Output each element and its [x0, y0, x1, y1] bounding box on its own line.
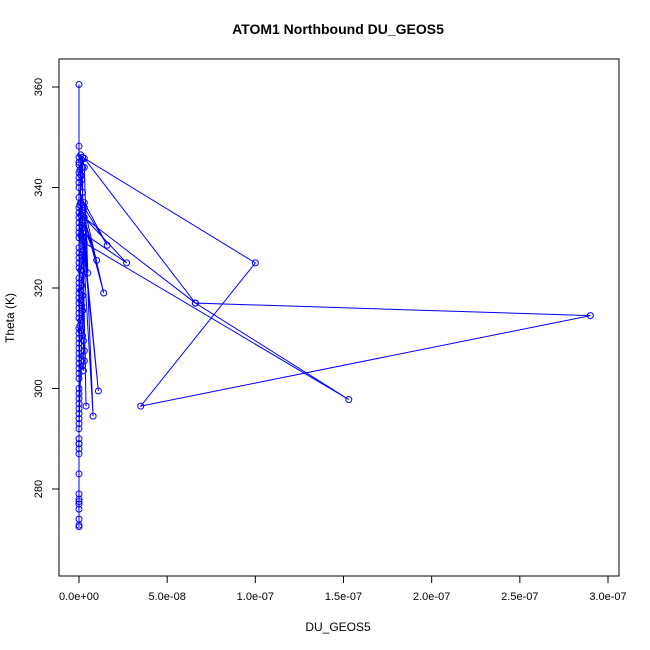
data-point [75, 385, 83, 392]
data-point [79, 224, 87, 232]
data-point [82, 402, 90, 410]
data-point [80, 163, 88, 171]
data-point [75, 415, 83, 423]
x-axis-label: DU_GEOS5 [305, 620, 371, 634]
x-axis: 0.0e+00 5.0e-08 1.0e-07 1.5e-07 2.0e-07 2.5e-… [59, 575, 627, 603]
data-point [75, 523, 83, 531]
x-tick-label: 1.0e-07 [237, 591, 274, 603]
x-tick-label: 2.0e-07 [413, 591, 450, 603]
plot-frame [58, 58, 620, 577]
data-point [75, 390, 83, 398]
data-point [78, 176, 86, 184]
data-point [75, 450, 83, 458]
y-tick-label: 360 [33, 78, 45, 96]
x-tick-label: 1.5e-07 [325, 591, 362, 603]
data-point [75, 498, 83, 506]
data-point [80, 214, 88, 222]
data-point [77, 171, 85, 179]
data-point [79, 362, 87, 370]
data-point [75, 142, 83, 150]
data-point [94, 387, 102, 395]
x-tick-label: 5.0e-08 [149, 591, 186, 603]
data-point [75, 420, 83, 428]
series-layer [75, 80, 594, 531]
data-point [75, 184, 83, 191]
data-point [79, 367, 87, 375]
data-point [75, 374, 83, 382]
data-point [76, 322, 84, 330]
data-point [75, 470, 83, 478]
data-point [79, 256, 87, 264]
data-point [78, 281, 86, 289]
y-tick-label: 320 [33, 279, 45, 297]
data-point [80, 154, 88, 162]
data-point [77, 297, 85, 305]
data-point [251, 259, 259, 267]
data-point [191, 299, 199, 307]
y-tick-label: 340 [33, 178, 45, 196]
data-point [103, 241, 111, 249]
y-axis: 280 300 320 340 360 [33, 78, 60, 498]
data-point [79, 307, 87, 315]
data-point [77, 317, 85, 325]
data-point [75, 495, 83, 503]
data-point [75, 410, 83, 418]
data-point [75, 500, 83, 508]
data-point [75, 400, 83, 408]
data-point [79, 337, 87, 345]
data-point [78, 302, 86, 310]
data-point [93, 256, 101, 264]
x-tick-label: 3.0e-07 [589, 591, 626, 603]
y-axis-label: Theta (K) [3, 293, 17, 343]
data-point [75, 425, 83, 433]
data-point [586, 312, 594, 320]
y-tick-label: 300 [33, 379, 45, 397]
series-line [78, 84, 591, 449]
x-tick-label: 2.5e-07 [501, 591, 538, 603]
data-point [100, 289, 108, 297]
data-point [75, 395, 83, 403]
data-point [345, 396, 353, 404]
chart-title: ATOM1 Northbound DU_GEOS5 [232, 21, 444, 37]
data-point [75, 440, 83, 448]
data-point [80, 204, 88, 212]
data-point [75, 490, 83, 498]
data-point [79, 332, 87, 340]
y-tick-label: 280 [33, 480, 45, 498]
data-point [123, 259, 131, 267]
data-point [84, 269, 92, 277]
data-point [80, 239, 88, 247]
data-point [75, 405, 83, 413]
data-point [89, 412, 97, 420]
data-point [80, 199, 88, 207]
data-point [137, 402, 145, 410]
data-point [78, 251, 86, 259]
x-tick-label: 0.0e+00 [59, 591, 99, 603]
data-point [79, 189, 87, 197]
data-point [75, 435, 83, 443]
data-point [75, 505, 83, 513]
data-point [79, 229, 87, 237]
data-point [75, 80, 83, 88]
